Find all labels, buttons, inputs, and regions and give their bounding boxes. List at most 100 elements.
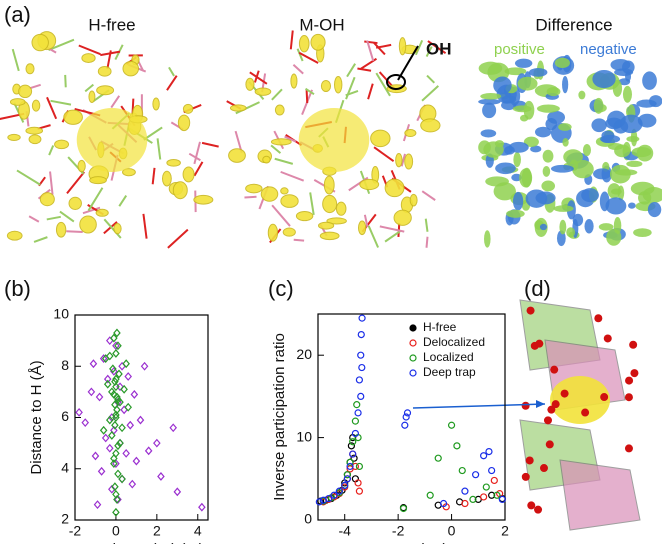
density	[152, 97, 160, 111]
density	[395, 153, 403, 168]
bond	[375, 43, 392, 49]
x-axis-label-part: (eV)	[415, 541, 448, 544]
point	[350, 454, 358, 462]
bond	[425, 236, 429, 248]
bond	[46, 96, 58, 120]
bond	[379, 225, 405, 233]
density	[122, 60, 140, 77]
density	[54, 139, 70, 150]
point	[335, 487, 343, 495]
blob	[493, 182, 516, 201]
density	[357, 220, 367, 236]
point	[346, 458, 354, 466]
point	[347, 442, 355, 450]
image-title: Difference	[535, 15, 612, 34]
point	[101, 354, 110, 363]
point	[355, 462, 364, 471]
blob	[528, 67, 548, 77]
negative-label: negative	[580, 41, 637, 58]
density	[270, 138, 292, 146]
blob	[572, 160, 594, 179]
blob	[480, 93, 502, 100]
blob	[649, 95, 662, 108]
point	[91, 451, 100, 461]
bond	[298, 51, 319, 64]
bond	[84, 83, 94, 93]
bond	[66, 230, 83, 234]
point	[116, 382, 124, 392]
bond	[270, 144, 282, 154]
x-tick-label: 2	[153, 523, 161, 539]
point	[490, 476, 498, 485]
blob	[592, 69, 616, 89]
blob	[593, 97, 604, 114]
blob	[631, 147, 652, 158]
density	[260, 186, 279, 202]
density	[320, 79, 332, 93]
atom	[521, 472, 530, 481]
point	[122, 359, 130, 369]
point	[136, 415, 145, 425]
bond	[118, 195, 128, 207]
blob	[581, 188, 599, 203]
point	[354, 479, 362, 487]
blob	[626, 160, 643, 168]
bond	[16, 169, 41, 186]
bond	[59, 210, 75, 223]
density	[319, 231, 340, 241]
point	[112, 507, 120, 517]
point	[81, 418, 90, 428]
atom	[539, 464, 548, 473]
bond	[364, 40, 378, 45]
density	[317, 221, 335, 230]
bond	[296, 48, 304, 62]
density	[25, 63, 35, 75]
blob	[622, 85, 633, 103]
point	[112, 382, 120, 392]
bond	[424, 218, 429, 232]
blob	[591, 118, 607, 133]
bond	[201, 141, 219, 148]
point	[351, 417, 359, 425]
point	[169, 423, 178, 433]
point	[153, 438, 161, 448]
density	[77, 159, 86, 173]
y-axis-label: Distance to H (Å)	[28, 360, 45, 474]
point	[482, 483, 490, 491]
blob	[642, 71, 657, 90]
blob	[542, 166, 551, 177]
point	[357, 331, 365, 339]
bond	[193, 161, 204, 177]
bond	[110, 95, 121, 109]
density	[245, 77, 255, 91]
blob	[504, 67, 527, 76]
density	[182, 103, 194, 114]
density	[323, 175, 335, 195]
atom	[543, 416, 552, 425]
point	[93, 500, 102, 510]
positive-label: positive	[494, 41, 545, 58]
density	[89, 176, 107, 185]
point	[355, 487, 364, 495]
point	[114, 341, 122, 351]
density	[393, 209, 412, 226]
atom	[521, 401, 530, 410]
blob	[605, 197, 627, 215]
plot-frame	[317, 313, 506, 521]
blob	[556, 230, 566, 247]
bond	[82, 206, 101, 215]
atom	[603, 334, 612, 343]
point	[480, 493, 488, 501]
point	[351, 462, 359, 471]
x-axis-label-part: E - E	[376, 541, 409, 544]
atom	[545, 440, 554, 449]
point	[114, 441, 122, 451]
blob	[520, 114, 529, 122]
y-tick-label: 0	[304, 511, 312, 527]
atom	[629, 340, 638, 349]
blob	[478, 98, 501, 105]
point	[132, 456, 141, 466]
point	[399, 504, 408, 513]
bond	[425, 46, 433, 58]
density	[166, 159, 181, 167]
